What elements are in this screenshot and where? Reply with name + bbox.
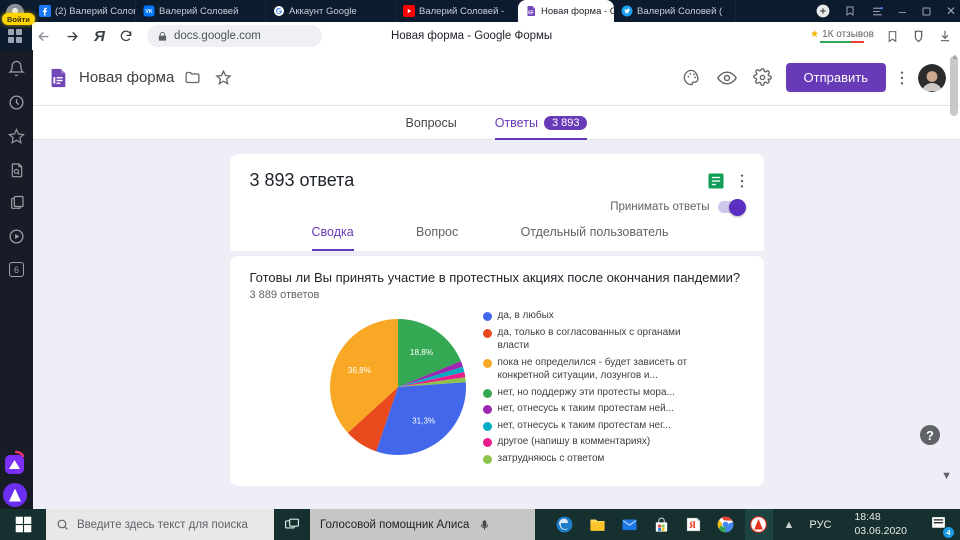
svg-text:VK: VK: [145, 9, 153, 15]
svg-text:31,3%: 31,3%: [412, 416, 435, 425]
svg-text:36,8%: 36,8%: [347, 366, 370, 375]
svg-text:18,8%: 18,8%: [409, 348, 432, 357]
svg-text:Я: Я: [689, 520, 696, 530]
